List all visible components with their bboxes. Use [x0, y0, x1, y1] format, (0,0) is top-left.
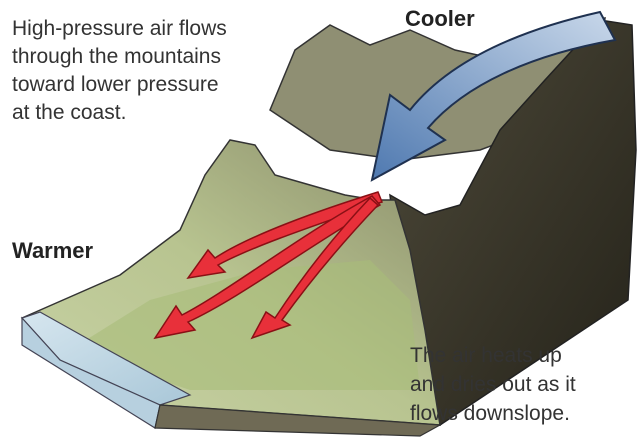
cool-arrow [370, 10, 617, 182]
intro-line: through the mountains [12, 45, 221, 68]
warmer-label: Warmer [12, 238, 94, 263]
outro-line: The air heats up [410, 344, 562, 367]
intro-line: toward lower pressure [12, 73, 219, 96]
valley [70, 260, 420, 390]
cooler-label: Cooler [405, 6, 475, 31]
warm-arrows [153, 191, 383, 340]
intro-line: at the coast. [12, 101, 126, 124]
outro-line: flows downslope. [410, 402, 570, 425]
ground-front [154, 404, 443, 437]
intro-line: High-pressure air flows [12, 17, 227, 40]
outro-line: and dries out as it [410, 373, 576, 396]
